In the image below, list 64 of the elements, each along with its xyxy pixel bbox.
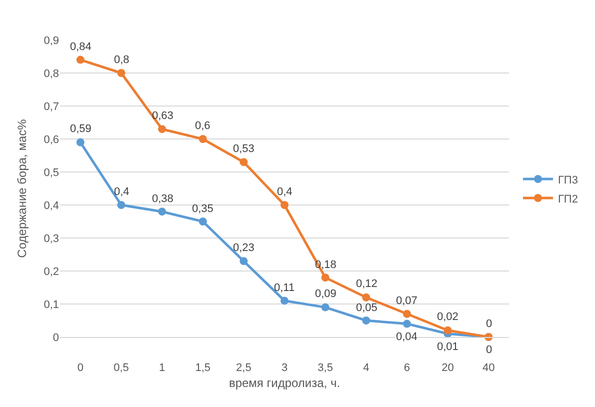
y-tick-label: 0 [52, 332, 59, 344]
x-tick-label: 0 [77, 362, 84, 374]
point [117, 201, 126, 209]
x-tick-label: 1,5 [195, 362, 211, 374]
point [158, 125, 166, 134]
x-tick-label: 20 [442, 362, 454, 374]
point [402, 310, 411, 318]
data-label: 0,11 [274, 282, 295, 294]
point [198, 218, 207, 226]
data-label: 0,4 [114, 186, 130, 198]
data-label: 0,12 [356, 278, 378, 290]
data-label: 0,07 [396, 295, 418, 307]
point [362, 293, 370, 302]
point [76, 138, 84, 146]
y-tick-label: 0,9 [44, 34, 59, 47]
data-label: 0,02 [437, 311, 458, 323]
y-tick-label: 0,7 [44, 100, 59, 113]
point [158, 208, 166, 216]
point [280, 201, 288, 209]
data-label: 0,04 [396, 331, 418, 343]
x-tick-label: 3 [281, 362, 288, 374]
y-tick-label: 0,8 [44, 68, 59, 80]
y-tick-label: 0,1 [44, 298, 59, 311]
point [198, 135, 207, 143]
x-tick-label: 6 [404, 362, 410, 374]
y-tick-label: 0,3 [44, 232, 59, 245]
x-tick-label: 40 [482, 362, 495, 374]
point [444, 326, 452, 334]
point [362, 316, 370, 324]
y-axis-title: Содержание бора, мас% [15, 118, 29, 258]
data-label: 0,84 [70, 41, 92, 53]
data-label: 0,23 [233, 242, 254, 254]
point [240, 158, 248, 166]
data-label: 0,01 [437, 341, 458, 353]
y-tick-label: 0,4 [44, 200, 59, 212]
data-label: 0,8 [114, 54, 130, 66]
x-tick-label: 4 [363, 362, 370, 374]
data-label: 0,59 [70, 123, 92, 135]
data-label: 0,6 [195, 120, 210, 132]
data-label: 0,38 [152, 193, 174, 205]
data-label: 0,4 [277, 186, 292, 198]
legend-label: ГП3 [558, 174, 578, 186]
point [76, 56, 84, 64]
x-tick-label: 1 [158, 362, 166, 374]
x-tick-label: 2,5 [236, 362, 252, 374]
y-tick-label: 0,2 [44, 266, 59, 278]
data-label: 0,35 [192, 203, 214, 215]
point [280, 296, 288, 305]
x-tick-label: 0,5 [114, 362, 129, 374]
y-tick-label: 0,6 [44, 134, 59, 146]
y-tick-label: 0,5 [44, 166, 59, 179]
x-axis-title: время гидролиза, ч. [228, 376, 340, 390]
point [117, 69, 126, 77]
legend-label: ГП2 [558, 193, 578, 206]
point [402, 320, 411, 328]
point [240, 257, 248, 266]
data-label: 0 [486, 344, 492, 356]
data-label: 0 [486, 318, 492, 330]
data-label: 0,09 [315, 288, 336, 300]
point [321, 303, 330, 312]
point [321, 274, 330, 282]
data-label: 0,53 [233, 143, 254, 155]
x-tick-label: 3,5 [318, 362, 333, 374]
data-label: 0,05 [356, 302, 378, 314]
